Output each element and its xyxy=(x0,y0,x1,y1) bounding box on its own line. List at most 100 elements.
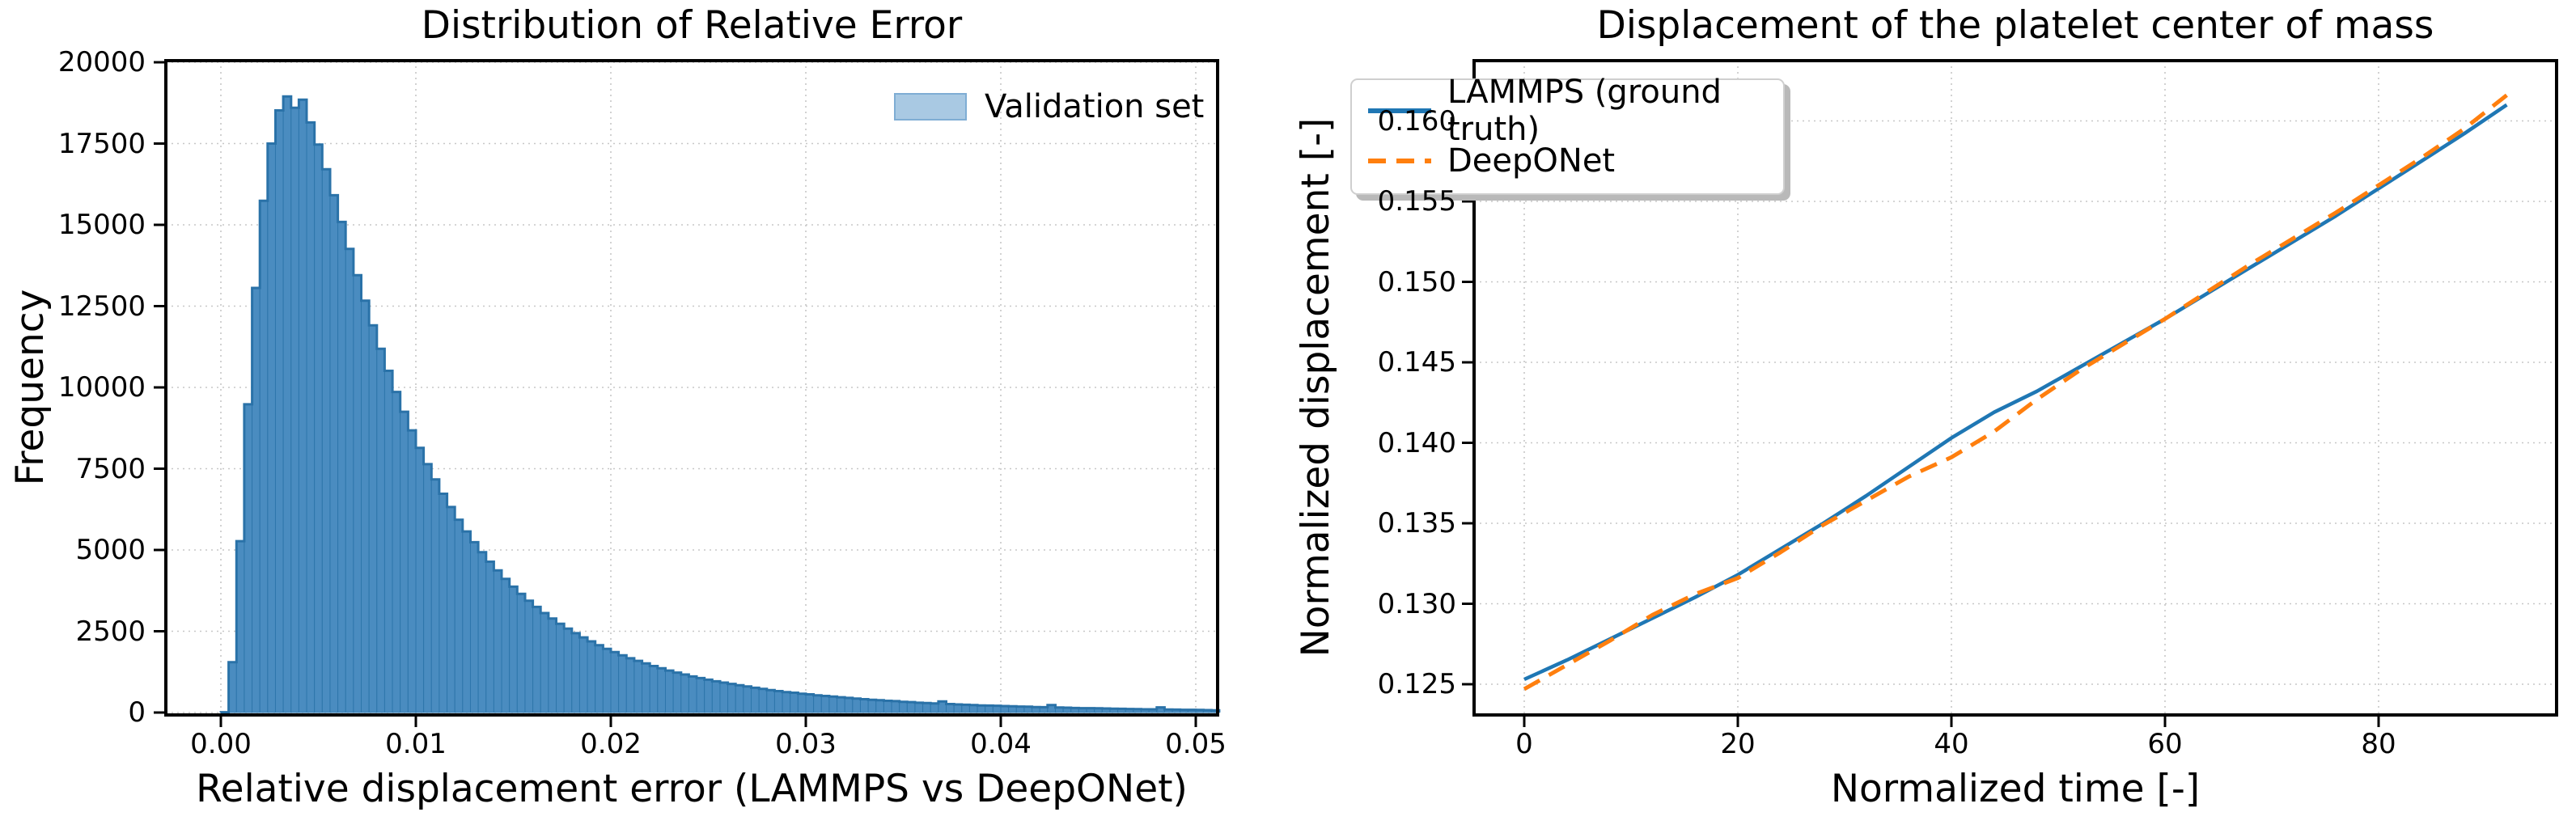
right-xaxis-label: Normalized time [-] xyxy=(1830,767,2201,811)
right-x-tick-label: 60 xyxy=(2147,728,2183,760)
histogram-bars xyxy=(220,95,1220,713)
left-y-tick-label: 5000 xyxy=(75,534,146,566)
histogram-bar xyxy=(439,493,448,713)
histogram-bar xyxy=(477,552,487,713)
histogram-bar xyxy=(602,648,612,713)
left-y-tick-label: 2500 xyxy=(75,615,146,648)
histogram-bar xyxy=(548,618,557,713)
histogram-bar xyxy=(711,680,721,713)
histogram-bar xyxy=(329,194,339,713)
histogram-bar xyxy=(485,560,494,713)
histogram-bar xyxy=(587,641,596,713)
histogram-bar xyxy=(454,519,464,713)
histogram-bar xyxy=(633,660,643,713)
histogram-bar xyxy=(501,578,511,713)
histogram-bar xyxy=(657,667,666,713)
histogram-bar xyxy=(828,696,838,713)
histogram-bar xyxy=(883,700,892,713)
histogram-bar xyxy=(469,541,479,713)
histogram-bar xyxy=(267,143,276,713)
left-x-tick-label: 0.04 xyxy=(970,728,1032,760)
histogram-bar xyxy=(837,696,845,713)
histogram-bar xyxy=(290,107,299,713)
histogram-bar xyxy=(696,677,705,713)
deeponet-line-swatch xyxy=(1368,159,1431,163)
left-chart-grid xyxy=(166,61,1218,715)
histogram-bar xyxy=(618,654,627,713)
histogram-bar xyxy=(306,121,316,713)
histogram-bar xyxy=(875,700,884,713)
left-x-tick-label: 0.01 xyxy=(385,728,447,760)
histogram-bar xyxy=(423,463,432,713)
right-y-tick-label: 0.125 xyxy=(1377,668,1456,700)
histogram-bar xyxy=(782,692,791,713)
histogram-bar xyxy=(376,348,385,713)
histogram-bar xyxy=(680,674,689,713)
histogram-bar xyxy=(773,690,783,713)
histogram-bar xyxy=(625,658,635,713)
histogram-bar xyxy=(610,651,620,713)
histogram-bar xyxy=(282,95,292,713)
histogram-bar xyxy=(751,687,760,713)
lammps-legend-label: LAMMPS (ground truth) xyxy=(1447,74,1722,148)
histogram-bar xyxy=(766,689,775,713)
histogram-bar xyxy=(563,628,573,713)
left-x-tick-label: 0.05 xyxy=(1165,728,1227,760)
histogram-bar xyxy=(532,606,541,713)
left-xaxis-label: Relative displacement error (LAMMPS vs D… xyxy=(196,767,1188,811)
left-x-tick-label: 0.02 xyxy=(580,728,642,760)
histogram-bar xyxy=(274,110,284,713)
right-chart-legend: LAMMPS (ground truth) DeepONet xyxy=(1350,74,1785,195)
left-y-tick-label: 17500 xyxy=(57,127,146,160)
right-x-tick-label: 0 xyxy=(1515,728,1533,760)
right-chart-title: Displacement of the platelet center of m… xyxy=(1596,3,2434,48)
left-y-tick-label: 12500 xyxy=(57,290,146,323)
right-y-tick-label: 0.130 xyxy=(1377,587,1456,620)
histogram-bar xyxy=(743,686,752,713)
histogram-bar xyxy=(790,692,799,713)
histogram-bar xyxy=(899,701,908,713)
validation-set-swatch xyxy=(894,93,967,121)
histogram-bar xyxy=(314,144,323,713)
right-x-tick-label: 80 xyxy=(2361,728,2396,760)
left-y-tick-label: 0 xyxy=(128,696,146,729)
right-chart-spines xyxy=(1472,59,2558,717)
histogram-bar xyxy=(361,300,370,713)
histogram-bar xyxy=(447,506,455,713)
right-y-tick-label: 0.135 xyxy=(1377,507,1456,539)
right-y-tick-label: 0.155 xyxy=(1377,185,1456,218)
right-y-tick-label: 0.150 xyxy=(1377,265,1456,298)
left-y-tick-label: 20000 xyxy=(57,46,146,78)
histogram-bar xyxy=(298,99,307,713)
deeponet-line xyxy=(1523,93,2508,692)
histogram-bar xyxy=(415,447,425,713)
histogram-bar xyxy=(642,662,650,713)
histogram-bar xyxy=(540,612,549,713)
histogram-bar xyxy=(930,703,939,713)
lammps-line xyxy=(1523,103,2508,682)
deeponet-legend-label: DeepONet xyxy=(1447,142,1616,180)
histogram-bar xyxy=(556,623,565,713)
histogram-bar xyxy=(813,695,822,713)
histogram-bar xyxy=(727,683,736,713)
validation-set-label: Validation set xyxy=(985,88,1205,125)
histogram-bar xyxy=(430,479,440,713)
histogram-bar xyxy=(859,699,869,713)
histogram-bar xyxy=(345,248,354,713)
histogram-bar xyxy=(321,168,331,713)
right-x-tick-label: 40 xyxy=(1934,728,1969,760)
histogram-bar xyxy=(524,600,534,713)
left-chart-spines xyxy=(164,59,1219,717)
histogram-bar xyxy=(719,682,729,713)
histogram-bar xyxy=(735,684,744,713)
histogram-bar xyxy=(797,693,807,713)
right-y-tick-label: 0.140 xyxy=(1377,426,1456,459)
histogram-bar xyxy=(820,696,830,713)
legend-row-deeponet: DeepONet xyxy=(1368,140,1767,182)
histogram-bar xyxy=(649,666,659,713)
left-x-tick-label: 0.03 xyxy=(775,728,837,760)
histogram-bar xyxy=(672,672,682,713)
histogram-bar xyxy=(400,411,409,713)
histogram-bar xyxy=(758,688,768,713)
